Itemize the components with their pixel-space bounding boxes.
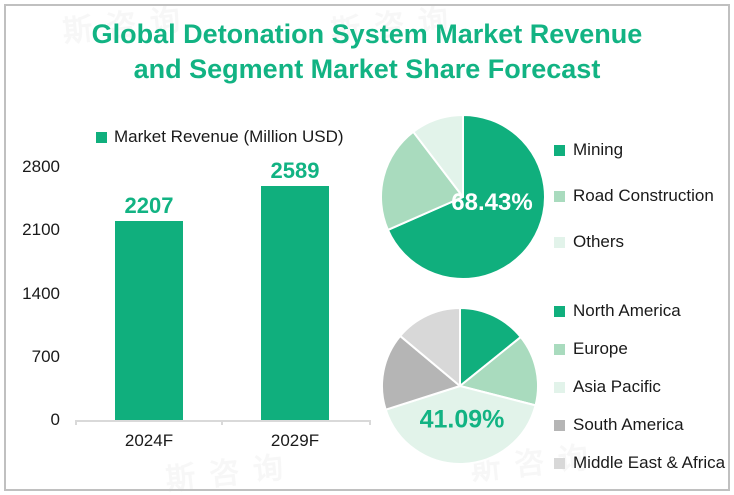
legend-marker-revenue <box>96 131 107 143</box>
segment-market-share-slice-others <box>412 114 464 198</box>
y-axis-tick-label: 0 <box>50 410 60 429</box>
legend-label-middle-east-africa: Middle East & Africa <box>573 453 726 472</box>
chart-title-line2: and Segment Market Share Forecast <box>133 54 601 84</box>
revenue-bar-value-label: 2207 <box>124 192 174 218</box>
legend-label-asia-pacific: Asia Pacific <box>573 377 661 396</box>
segment-share-callout: 68.43% <box>451 189 533 216</box>
regional-market-share-slice-south-america <box>381 334 461 411</box>
segment-market-share-slice-mining <box>386 114 546 280</box>
legend-item-europe: Europe <box>554 339 725 359</box>
legend-marker-others <box>554 236 565 248</box>
legend-label-mining: Mining <box>573 140 624 159</box>
x-axis-category-label: 2024F <box>124 431 174 450</box>
legend-item-mining: Mining <box>554 140 714 160</box>
legend-label-europe: Europe <box>573 339 628 358</box>
legend-marker-europe <box>554 343 565 355</box>
segment-pie-legend: Mining Road Construction Others <box>554 140 714 252</box>
revenue-bar-value-label: 2589 <box>270 158 320 184</box>
x-axis-tick-mark <box>75 420 77 425</box>
x-axis-tick-mark <box>369 420 371 425</box>
x-axis-line <box>75 420 371 422</box>
legend-marker-north-america <box>554 305 565 317</box>
regional-market-share-slice-middle-east-africa <box>399 307 461 387</box>
legend-item-asia-pacific: Asia Pacific <box>554 377 725 397</box>
legend-label-south-america: South America <box>573 415 684 434</box>
y-axis-tick-label: 2800 <box>22 157 60 176</box>
legend-marker-road-construction <box>554 190 565 202</box>
segment-market-share-slice-road-construction <box>380 130 464 231</box>
revenue-bar-2029f <box>261 186 329 420</box>
legend-item-north-america: North America <box>554 301 725 321</box>
x-axis-category-label: 2029F <box>270 431 320 450</box>
y-axis-tick-label: 700 <box>31 346 60 366</box>
regional-market-share-slice-europe <box>459 336 539 407</box>
legend-marker-mining <box>554 144 565 156</box>
legend-marker-asia-pacific <box>554 381 565 393</box>
revenue-bar-2024f <box>115 220 183 420</box>
regional-market-share-slice-north-america <box>459 307 522 387</box>
region-pie-legend: North America Europe Asia Pacific South Ame… <box>554 301 725 473</box>
chart-title: Global Detonation System Market Revenue … <box>0 17 734 87</box>
legend-label-others: Others <box>573 232 625 251</box>
y-axis-tick-label: 2100 <box>22 220 60 240</box>
y-axis-tick-label: 1400 <box>22 283 60 303</box>
chart-title-line1: Global Detonation System Market Revenue <box>91 19 643 49</box>
regional-market-share-slice-asia-pacific <box>384 385 537 465</box>
legend-item-south-america: South America <box>554 415 725 435</box>
x-axis-tick-mark <box>221 420 223 425</box>
bar-chart-legend-label: Market Revenue (Million USD) <box>114 127 344 146</box>
legend-item-middle-east-africa: Middle East & Africa <box>554 453 725 473</box>
region-pie-chart <box>381 307 539 465</box>
segment-pie-chart <box>380 114 546 280</box>
legend-label-road-construction: Road Construction <box>573 186 714 205</box>
legend-item-others: Others <box>554 232 714 252</box>
bar-chart-legend: Market Revenue (Million USD) <box>96 127 344 147</box>
legend-item-road-construction: Road Construction <box>554 186 714 206</box>
legend-marker-south-america <box>554 419 565 431</box>
legend-marker-middle-east-africa <box>554 457 565 469</box>
legend-label-north-america: North America <box>573 301 681 320</box>
region-share-callout: 41.09% <box>419 405 505 434</box>
